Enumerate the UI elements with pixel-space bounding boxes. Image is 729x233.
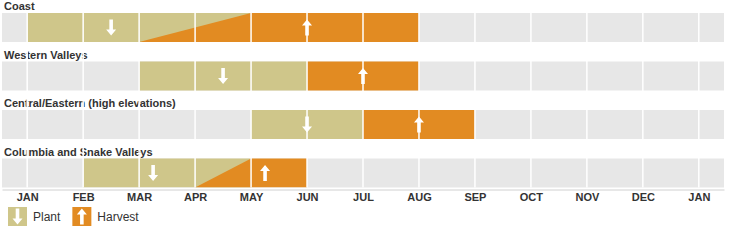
plant-bar <box>139 62 307 91</box>
row-label: Central/Eastern (high elevations) <box>4 97 176 109</box>
tick-label: JAN <box>17 191 39 203</box>
tick: MAR <box>127 190 152 204</box>
x-axis: JAN FEB MAR APR MAY JUN JUL AUG SEP OCT NOV DEC JAN <box>3 190 725 204</box>
legend: Plant Harvest <box>8 207 139 226</box>
row-bands <box>2 13 724 188</box>
legend-label: Harvest <box>97 210 139 224</box>
legend-swatch <box>8 207 27 226</box>
tick-label: JAN <box>688 191 710 203</box>
harvest-arrow <box>302 20 312 36</box>
grid-line <box>474 13 476 188</box>
marks <box>27 13 475 188</box>
tick-label: MAR <box>127 191 152 203</box>
legend-arrow <box>13 209 23 225</box>
grid-line <box>26 13 28 188</box>
tick: JAN <box>17 190 39 204</box>
grid-line <box>250 13 252 188</box>
grid-line <box>362 13 364 188</box>
tick: SEP <box>464 190 486 204</box>
plant-arrow <box>106 20 116 36</box>
harvest-arrow <box>260 165 270 181</box>
tick: DEC <box>632 190 655 204</box>
tick-label: MAY <box>240 191 264 203</box>
legend-label: Plant <box>33 210 61 224</box>
tick: NOV <box>575 190 600 204</box>
tick-label: SEP <box>464 191 486 203</box>
row-label: Coast <box>4 0 35 12</box>
grid-line <box>82 13 84 188</box>
tick: MAY <box>240 190 264 204</box>
grid-line <box>418 13 420 188</box>
grid-line <box>306 13 308 188</box>
tick: FEB <box>73 190 95 204</box>
tick-label: JUN <box>297 191 319 203</box>
grid-line <box>194 13 196 188</box>
plant-arrow <box>148 165 158 181</box>
grid-line <box>642 13 644 188</box>
tick: JAN <box>688 190 710 204</box>
tick-label: FEB <box>73 191 95 203</box>
legend-arrow <box>77 209 87 225</box>
legend-item: Plant <box>8 207 61 226</box>
arrows <box>106 20 424 182</box>
row-label: Western Valleys <box>4 49 88 61</box>
tick-label: APR <box>184 191 207 203</box>
tick: OCT <box>520 190 544 204</box>
plant-arrow <box>302 117 312 133</box>
grid-line <box>530 13 532 188</box>
tick: AUG <box>407 190 431 204</box>
grid-line <box>698 13 700 188</box>
tick: JUL <box>353 190 374 204</box>
tick-label: OCT <box>520 191 544 203</box>
tick: JUN <box>297 190 319 204</box>
tick: APR <box>184 190 207 204</box>
harvest-arrow <box>358 68 368 84</box>
row-label: Columbia and Snake Valleys <box>4 146 153 158</box>
chart: Coast Western Valleys Central/Eastern (hig… <box>0 0 729 233</box>
tick-label: NOV <box>575 191 600 203</box>
grid-line <box>586 13 588 188</box>
plant-arrow <box>218 68 228 84</box>
grid <box>27 13 699 188</box>
tick-label: JUL <box>353 191 374 203</box>
legend-swatch <box>72 207 91 226</box>
harvest-bar <box>139 13 419 42</box>
legend-item: Harvest <box>72 207 139 226</box>
grid-line <box>138 13 140 188</box>
tick-label: AUG <box>407 191 431 203</box>
tick-label: DEC <box>632 191 655 203</box>
harvest-arrow <box>414 117 424 133</box>
